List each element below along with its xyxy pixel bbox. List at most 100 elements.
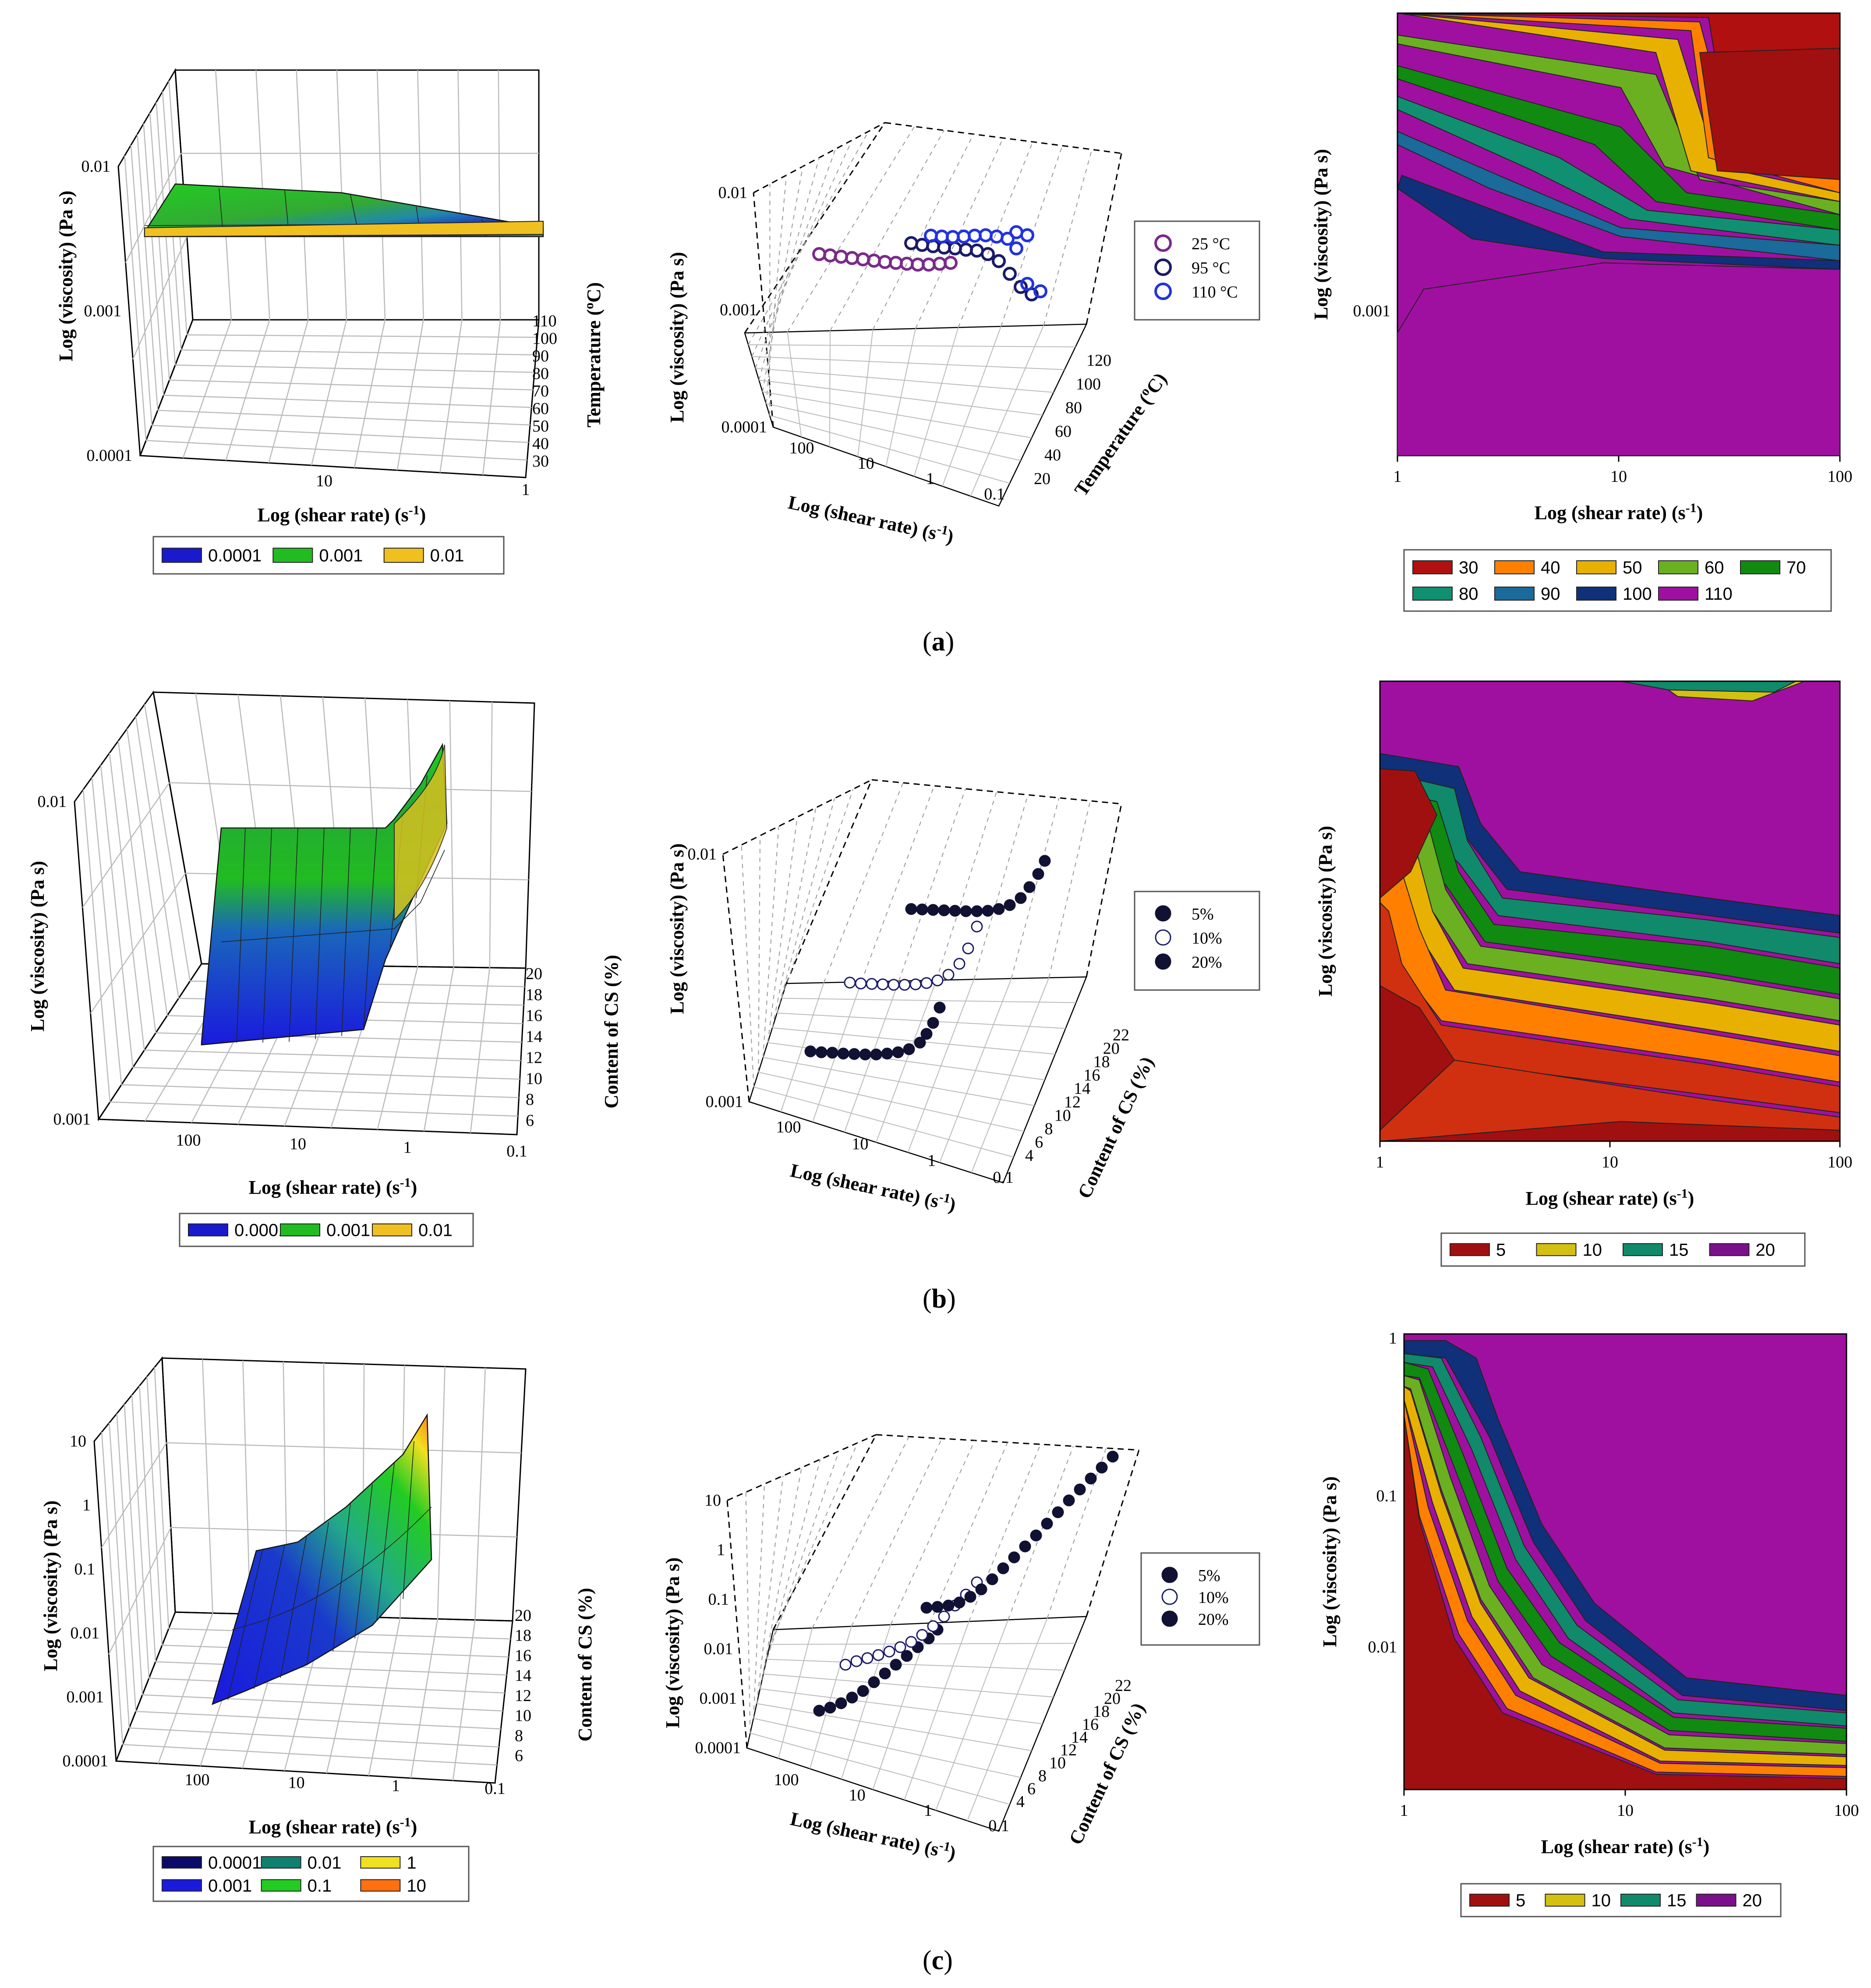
c3-contour-band-2: [1404, 1362, 1846, 1742]
svg-text:Log (viscosity) (Pa s): Log (viscosity) (Pa s): [666, 252, 688, 423]
b2-point-s2-7: [982, 905, 994, 917]
a1-xtick-0: 10: [316, 472, 332, 490]
svg-text:Content of CS (%): Content of CS (%): [601, 955, 622, 1109]
a1-ytick-1: 0.001: [84, 302, 122, 320]
b1-ztick-5: 10: [526, 1069, 542, 1088]
c1-legend-swatch-5: [360, 1879, 401, 1892]
c1-mesh-line-2: [254, 1544, 285, 1689]
c1-ztick-1: 18: [515, 1627, 531, 1645]
b2-xtick-3: 0.1: [993, 1168, 1014, 1187]
b2-point-s2-12: [1032, 868, 1044, 880]
b3-legend-swatch-0: [1450, 1243, 1490, 1256]
a2-legend-label-2: 110 °C: [1192, 283, 1238, 301]
a3-legend-label-0: 30: [1459, 558, 1478, 577]
b1-ylabel: Log (viscosity) (Pa s): [27, 861, 48, 1032]
c2-point-s2-10: [1030, 1529, 1042, 1542]
svg-text:Temperature (oC): Temperature (oC): [582, 282, 605, 428]
c3-contour-band-5: [1404, 1399, 1846, 1777]
b1-xtick-1: 10: [290, 1135, 306, 1153]
a3-legend-swatch-5: [1412, 587, 1453, 601]
a1-ztick-3: 80: [532, 364, 549, 383]
b1-xtick-0: 100: [176, 1131, 201, 1150]
b1-legend-label-0: 0.0001: [234, 1221, 288, 1240]
b1-ztick-0: 20: [526, 965, 542, 983]
a2-ztick-1: 100: [1076, 375, 1101, 393]
b1-mesh-line-3: [262, 828, 272, 1043]
c2-xlabel: Log (shear rate) (s-1): [789, 1808, 958, 1864]
a2-point-s1-5: [959, 243, 973, 257]
c2-ztick-8: 6: [1027, 1780, 1036, 1798]
a1-legend-label-1: 0.001: [319, 546, 363, 566]
b3-legend-swatch-2: [1623, 1243, 1663, 1256]
c1-legend-label-3: 0.001: [208, 1876, 252, 1896]
a1-floor: [139, 319, 540, 478]
b1-mesh-line-7: [363, 828, 377, 1030]
c2-point-s2-12: [1052, 1506, 1064, 1518]
c3-legend-label-0: 5: [1516, 1891, 1525, 1910]
b2-point-s0-10: [914, 1036, 926, 1049]
c2-point-s2-0: [920, 1602, 933, 1614]
b2-ztick-9: 4: [1025, 1146, 1033, 1165]
b1-mesh-line-6: [341, 828, 351, 1036]
a2-point-s0-3: [845, 251, 859, 265]
c2-point-s0-3: [846, 1691, 858, 1704]
c2-point-s2-1: [931, 1601, 944, 1613]
c3-xtick-1: 10: [1617, 1801, 1634, 1820]
c2-legend-box: [1140, 1552, 1260, 1646]
a3-legend-swatch-3: [1658, 560, 1698, 574]
c3-contour-band-1: [1404, 1353, 1846, 1727]
a1-ztick-8: 30: [532, 452, 549, 470]
b3-legend-swatch-3: [1709, 1243, 1750, 1256]
b3-legend-label-2: 15: [1669, 1241, 1689, 1260]
b2-point-s0-13: [934, 1001, 946, 1014]
svg-text:Log (shear rate) (s-1): Log (shear rate) (s-1): [786, 490, 956, 547]
c2-point-s1-1: [850, 1655, 863, 1667]
a1-surface-top-layer: [144, 220, 544, 237]
c2-point-s2-13: [1063, 1494, 1075, 1507]
a2-legend-label-0: 25 °C: [1192, 235, 1230, 253]
a2-ztick-3: 60: [1055, 422, 1072, 441]
a2-point-s1-1: [915, 238, 929, 252]
b1-ztick-6: 8: [526, 1090, 534, 1109]
c3-legend-swatch-3: [1696, 1893, 1737, 1907]
c3-legend-label-3: 20: [1743, 1891, 1762, 1910]
b3-contour-band-1: [1620, 681, 1797, 693]
c1-legend-label-4: 0.1: [308, 1876, 332, 1896]
b2-point-s2-8: [993, 903, 1005, 915]
b2-legend-label-1: 10%: [1192, 929, 1222, 948]
b2-xtick-2: 1: [927, 1152, 936, 1170]
svg-text:Log (shear rate) (s-1): Log (shear rate) (s-1): [1535, 501, 1703, 524]
svg-text:Log (viscosity) (Pa s): Log (viscosity) (Pa s): [40, 1500, 61, 1671]
c1-ytick-0: 10: [70, 1432, 86, 1450]
c2-ytick-5: 0.0001: [695, 1739, 741, 1757]
caption-b-label: b: [931, 1284, 947, 1314]
a2-ytick-1: 0.001: [720, 301, 757, 319]
c2-ztick-5: 12: [1060, 1741, 1077, 1759]
a2-point-s1-4: [948, 241, 962, 255]
c1-ytick-1: 1: [82, 1496, 91, 1514]
b2-point-s2-5: [960, 905, 972, 917]
b1-legend-swatch-1: [280, 1223, 320, 1237]
a2-ylabel: Log (viscosity) (Pa s): [666, 252, 688, 423]
a3-legend-swatch-0: [1412, 560, 1453, 574]
svg-text:Log (shear rate) (s-1): Log (shear rate) (s-1): [249, 1175, 417, 1199]
c1-legend-swatch-3: [162, 1879, 202, 1892]
b2-point-s2-4: [949, 905, 961, 917]
b2-point-s2-13: [1039, 855, 1051, 867]
a2-xtick-3: 0.1: [984, 485, 1005, 503]
c1-legend-label-5: 10: [407, 1876, 426, 1896]
a1-legend-swatch-0: [162, 548, 202, 563]
b2-point-s1-8: [931, 974, 944, 987]
c1-ztick-4: 12: [515, 1687, 531, 1705]
b2-legend-marker-1: [1155, 929, 1171, 946]
a3-legend-swatch-7: [1576, 587, 1616, 601]
b1-ytick-0: 0.01: [38, 792, 67, 811]
b2-point-s0-3: [837, 1047, 849, 1060]
c1-ylabel: Log (viscosity) (Pa s): [40, 1500, 61, 1671]
c1-ytick-3: 0.01: [71, 1624, 100, 1642]
a2-point-s0-7: [889, 256, 903, 270]
c1-ztick-7: 6: [515, 1747, 523, 1765]
b2-ytick-1: 0.001: [706, 1093, 743, 1111]
c1-ytick-4: 0.001: [67, 1688, 104, 1706]
c1-mesh-line-5: [332, 1503, 351, 1652]
